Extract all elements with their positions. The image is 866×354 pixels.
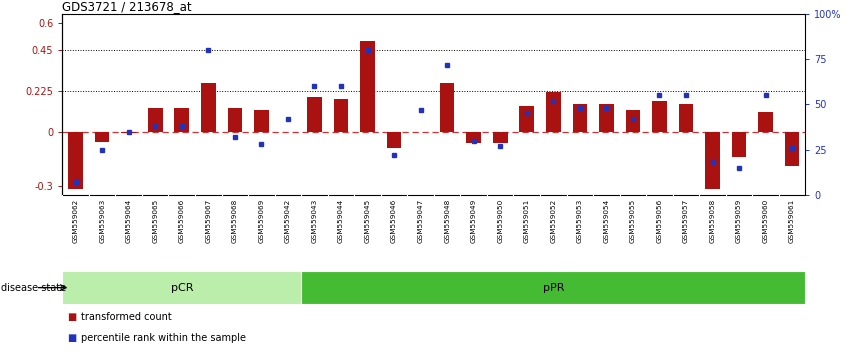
- Text: GSM559060: GSM559060: [763, 199, 768, 243]
- Bar: [174, 108, 189, 131]
- Bar: [493, 131, 507, 143]
- Text: GSM559047: GSM559047: [417, 199, 423, 243]
- Text: GSM559046: GSM559046: [391, 199, 397, 243]
- Bar: [307, 97, 322, 131]
- Bar: [228, 108, 242, 131]
- Bar: [467, 131, 481, 143]
- Bar: [62, 271, 301, 304]
- Bar: [121, 131, 136, 133]
- Bar: [254, 110, 268, 131]
- Text: GSM559058: GSM559058: [709, 199, 715, 243]
- Text: GSM559064: GSM559064: [126, 199, 132, 243]
- Text: GSM559055: GSM559055: [630, 199, 636, 243]
- Text: GSM559069: GSM559069: [258, 199, 264, 243]
- Bar: [785, 131, 799, 166]
- Text: GSM559054: GSM559054: [604, 199, 610, 243]
- Text: GSM559052: GSM559052: [550, 199, 556, 243]
- Text: GSM559057: GSM559057: [683, 199, 689, 243]
- Bar: [148, 108, 163, 131]
- Bar: [732, 131, 746, 157]
- Text: GSM559068: GSM559068: [232, 199, 238, 243]
- Text: GSM559048: GSM559048: [444, 199, 450, 243]
- Bar: [572, 104, 587, 131]
- Bar: [625, 110, 640, 131]
- Text: ■: ■: [67, 332, 76, 343]
- Text: GSM559049: GSM559049: [471, 199, 476, 243]
- Text: GSM559044: GSM559044: [338, 199, 344, 243]
- Text: GDS3721 / 213678_at: GDS3721 / 213678_at: [62, 0, 192, 13]
- Bar: [759, 112, 772, 131]
- Bar: [520, 106, 534, 131]
- Text: GSM559063: GSM559063: [100, 199, 105, 243]
- Text: transformed count: transformed count: [81, 312, 172, 322]
- Text: GSM559067: GSM559067: [205, 199, 211, 243]
- Bar: [599, 104, 614, 131]
- Text: disease state: disease state: [1, 282, 66, 293]
- Bar: [68, 131, 83, 189]
- Text: GSM559062: GSM559062: [73, 199, 79, 243]
- Bar: [333, 99, 348, 131]
- Bar: [546, 92, 560, 131]
- Bar: [679, 104, 694, 131]
- Bar: [705, 131, 720, 189]
- Text: percentile rank within the sample: percentile rank within the sample: [81, 332, 247, 343]
- Text: GSM559066: GSM559066: [178, 199, 184, 243]
- Bar: [95, 131, 109, 142]
- Bar: [413, 131, 428, 132]
- Bar: [387, 131, 401, 148]
- Text: GSM559051: GSM559051: [524, 199, 530, 243]
- Text: pCR: pCR: [171, 282, 193, 293]
- Bar: [201, 83, 216, 131]
- Bar: [652, 101, 667, 131]
- Text: pPR: pPR: [542, 282, 564, 293]
- Text: GSM559053: GSM559053: [577, 199, 583, 243]
- Bar: [440, 83, 455, 131]
- Text: GSM559042: GSM559042: [285, 199, 291, 243]
- Text: GSM559045: GSM559045: [365, 199, 371, 243]
- Bar: [281, 131, 295, 132]
- Bar: [301, 271, 805, 304]
- Text: GSM559056: GSM559056: [656, 199, 662, 243]
- Bar: [360, 41, 375, 131]
- Text: GSM559061: GSM559061: [789, 199, 795, 243]
- Text: GSM559059: GSM559059: [736, 199, 742, 243]
- Text: GSM559050: GSM559050: [497, 199, 503, 243]
- Text: GSM559065: GSM559065: [152, 199, 158, 243]
- Text: GSM559043: GSM559043: [312, 199, 318, 243]
- Text: ■: ■: [67, 312, 76, 322]
